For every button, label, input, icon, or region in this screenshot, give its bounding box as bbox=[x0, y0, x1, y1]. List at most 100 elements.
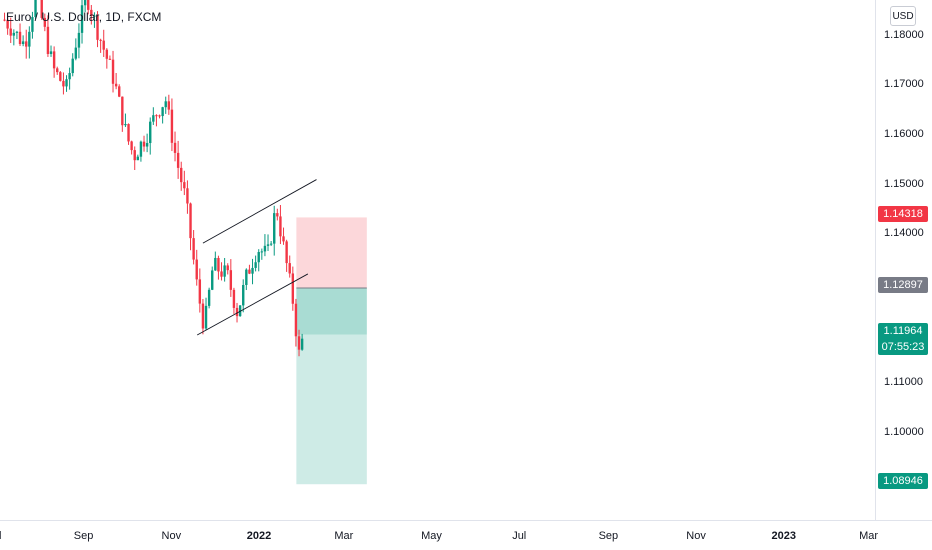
candle-body bbox=[149, 121, 152, 144]
price-tick-label: 1.18000 bbox=[884, 28, 924, 41]
target-price-value: 1.08946 bbox=[883, 475, 923, 487]
open-profit-zone bbox=[296, 287, 367, 335]
time-tick-label: Nov bbox=[161, 530, 182, 542]
stop-price-badge: 1.14318 bbox=[878, 206, 928, 222]
last-price-badge: 1.11964 07:55:23 bbox=[878, 323, 928, 355]
time-tick-label: Sep bbox=[598, 530, 619, 542]
candle-body bbox=[28, 31, 31, 47]
time-tick-label: 2022 bbox=[246, 530, 272, 542]
candle-body bbox=[176, 152, 180, 168]
candle-body bbox=[6, 19, 9, 29]
stop-loss-zone bbox=[296, 217, 367, 288]
candle-body bbox=[118, 86, 121, 97]
candle-body bbox=[155, 115, 158, 117]
candle-body bbox=[68, 73, 71, 80]
candle-body bbox=[49, 51, 53, 54]
price-axis[interactable] bbox=[875, 0, 932, 520]
candle-body bbox=[192, 238, 195, 260]
candle-body bbox=[40, 0, 43, 18]
price-tick-label: 1.17000 bbox=[884, 78, 924, 91]
trend-channel-upper-line bbox=[202, 179, 317, 244]
currency-button[interactable]: USD bbox=[890, 6, 916, 26]
candle-body bbox=[189, 203, 192, 239]
candle-body bbox=[207, 289, 211, 306]
price-tick-label: 1.16000 bbox=[884, 127, 924, 140]
candle-body bbox=[71, 58, 74, 74]
entry-price-badge: 1.12897 bbox=[878, 277, 928, 293]
candle-body bbox=[34, 0, 37, 18]
entry-price-value: 1.12897 bbox=[883, 279, 923, 291]
time-tick-label: Sep bbox=[73, 530, 94, 542]
candle-body bbox=[133, 150, 136, 161]
candle-body bbox=[198, 279, 202, 304]
candle-body bbox=[180, 167, 183, 183]
candle-body bbox=[300, 338, 304, 350]
candle-body bbox=[43, 17, 47, 27]
candle-body bbox=[59, 72, 62, 81]
candle-body bbox=[235, 307, 239, 317]
candle-body bbox=[238, 305, 242, 317]
take-profit-zone bbox=[296, 287, 367, 485]
candle-body bbox=[294, 303, 298, 337]
time-tick-label: May bbox=[421, 530, 442, 542]
candle-body bbox=[62, 80, 65, 87]
candle-body bbox=[21, 41, 25, 45]
candle-body bbox=[170, 109, 174, 143]
price-chart[interactable] bbox=[0, 0, 875, 520]
candle-body bbox=[31, 17, 34, 32]
candle-body bbox=[204, 305, 208, 329]
candle-body bbox=[136, 156, 140, 161]
chart-pane[interactable]: Euro / U.S. Dollar, 1D, FXCM bbox=[0, 0, 875, 520]
candle-body bbox=[18, 31, 22, 45]
time-tick-label: Jul bbox=[512, 530, 527, 542]
candle-body bbox=[77, 32, 81, 48]
candle-body bbox=[124, 124, 127, 126]
candle-body bbox=[102, 40, 105, 50]
price-tick-label: 1.10000 bbox=[884, 425, 924, 438]
candle-body bbox=[297, 336, 301, 350]
last-price-value: 1.11964 bbox=[883, 325, 923, 337]
time-tick-label: 2023 bbox=[771, 530, 796, 542]
candle-body bbox=[217, 257, 220, 272]
candle-body bbox=[260, 251, 264, 253]
time-tick-label: Mar bbox=[334, 530, 354, 542]
candle-body bbox=[56, 68, 59, 73]
candle-body bbox=[96, 15, 99, 40]
candle-body bbox=[167, 101, 171, 110]
candle-body bbox=[164, 101, 167, 108]
candle-body bbox=[87, 0, 90, 10]
candle-body bbox=[9, 28, 12, 36]
candle-body bbox=[257, 252, 260, 263]
candle-body bbox=[161, 107, 164, 117]
candle-body bbox=[108, 58, 112, 60]
candle-body bbox=[269, 243, 273, 245]
candle-body bbox=[279, 216, 282, 237]
candle-body bbox=[93, 15, 96, 17]
candle-body bbox=[276, 213, 279, 217]
time-tick-label: Jul bbox=[0, 530, 2, 542]
candle-body bbox=[226, 265, 229, 271]
candle-body bbox=[245, 269, 248, 285]
candle-body bbox=[46, 26, 50, 54]
candle-body bbox=[74, 47, 78, 59]
bar-countdown: 07:55:23 bbox=[881, 341, 925, 353]
candle-body bbox=[263, 245, 267, 252]
candle-body bbox=[201, 303, 205, 329]
candle-body bbox=[152, 115, 155, 122]
candle-body bbox=[285, 241, 288, 264]
candle-body bbox=[214, 257, 217, 271]
candle-body bbox=[99, 39, 102, 41]
candle-body bbox=[291, 273, 295, 304]
candle-body bbox=[52, 51, 56, 69]
candle-body bbox=[288, 263, 291, 274]
candle-body bbox=[183, 182, 186, 189]
symbol-title[interactable]: Euro / U.S. Dollar, 1D, FXCM bbox=[6, 10, 162, 24]
candle-body bbox=[211, 270, 214, 290]
candle-body bbox=[254, 262, 257, 268]
trend-channel-lower-line bbox=[196, 273, 309, 336]
candle-body bbox=[105, 49, 109, 59]
time-axis[interactable] bbox=[0, 520, 932, 550]
candle-body bbox=[80, 5, 84, 33]
time-tick-label: Mar bbox=[859, 530, 879, 542]
candle-body bbox=[158, 115, 161, 117]
